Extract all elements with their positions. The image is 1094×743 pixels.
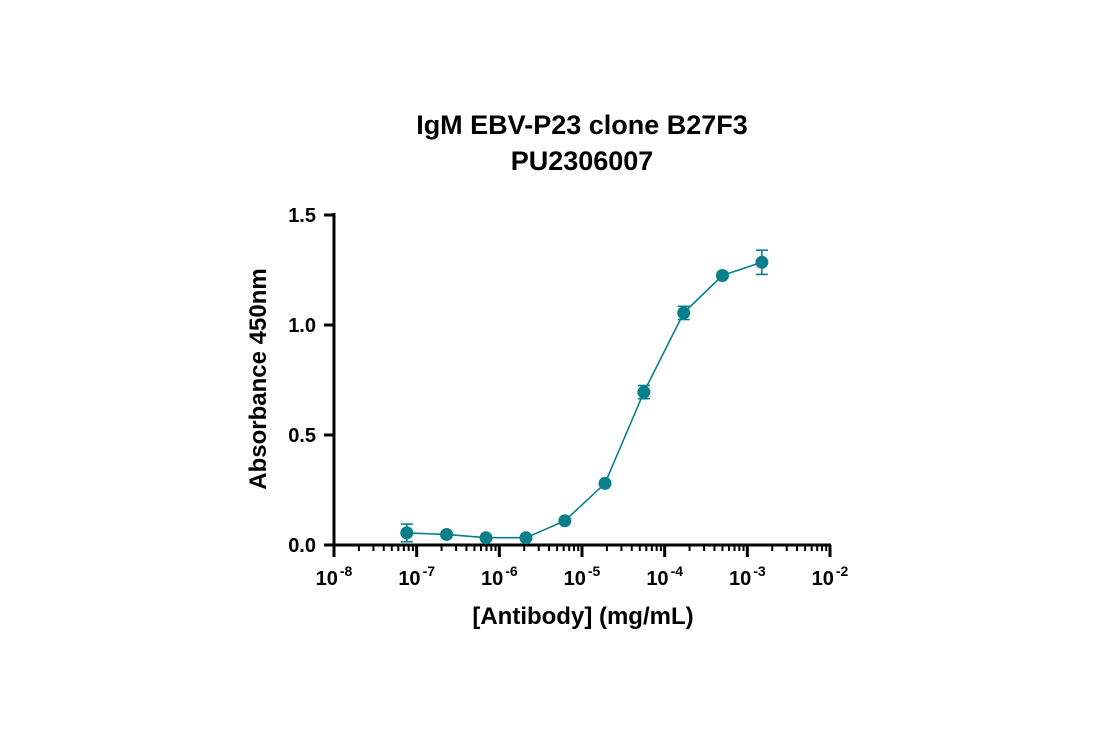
y-tick-label: 1.0	[288, 315, 316, 337]
data-points	[400, 255, 769, 545]
x-tick-base: 10	[316, 568, 338, 590]
x-tick-exponent: -6	[505, 563, 518, 579]
x-tick-label: 10 -7	[398, 563, 435, 590]
y-tick-label: 0.0	[288, 535, 316, 557]
x-tick-base: 10	[398, 568, 420, 590]
x-tick-label: 10 -2	[812, 563, 849, 590]
y-axis-label: Absorbance 450nm	[245, 268, 272, 489]
y-ticks: 0.0 0.5 1.0 1.5	[288, 205, 334, 557]
data-point	[715, 269, 729, 282]
x-tick-exponent: -5	[588, 563, 601, 579]
series-line	[406, 261, 763, 539]
x-tick-exponent: -3	[753, 563, 766, 579]
data-point	[479, 531, 493, 545]
data-point	[558, 514, 572, 528]
x-tick-exponent: -7	[423, 563, 436, 579]
x-tick-base: 10	[729, 568, 751, 590]
chart-subtitle: PU2306007	[511, 146, 654, 176]
data-point	[440, 527, 454, 541]
x-ticks: 10 -8 10 -7 10 -6 10 -5 10 -4 10 -3 10 -2	[316, 545, 849, 590]
x-tick-label: 10 -5	[564, 563, 601, 590]
x-tick-base: 10	[646, 568, 668, 590]
data-point	[400, 526, 414, 540]
data-point	[598, 476, 612, 490]
x-tick-label: 10 -4	[646, 563, 683, 590]
data-point	[755, 255, 769, 269]
x-tick-base: 10	[564, 568, 586, 590]
x-tick-label: 10 -3	[729, 563, 766, 590]
x-axis-label: [Antibody] (mg/mL)	[472, 603, 693, 630]
data-point	[637, 385, 651, 399]
x-tick-label: 10 -8	[316, 563, 353, 590]
x-tick-label: 10 -6	[481, 563, 518, 590]
chart-title: IgM EBV-P23 clone B27F3	[416, 110, 748, 140]
data-point	[677, 306, 691, 320]
x-tick-exponent: -2	[836, 563, 849, 579]
y-tick-label: 0.5	[288, 425, 316, 447]
x-tick-exponent: -8	[340, 563, 353, 579]
y-tick-label: 1.5	[288, 205, 316, 227]
x-tick-exponent: -4	[671, 563, 684, 579]
data-point	[519, 531, 533, 545]
x-tick-base: 10	[481, 568, 503, 590]
x-tick-base: 10	[812, 568, 834, 590]
error-bars	[400, 249, 768, 543]
